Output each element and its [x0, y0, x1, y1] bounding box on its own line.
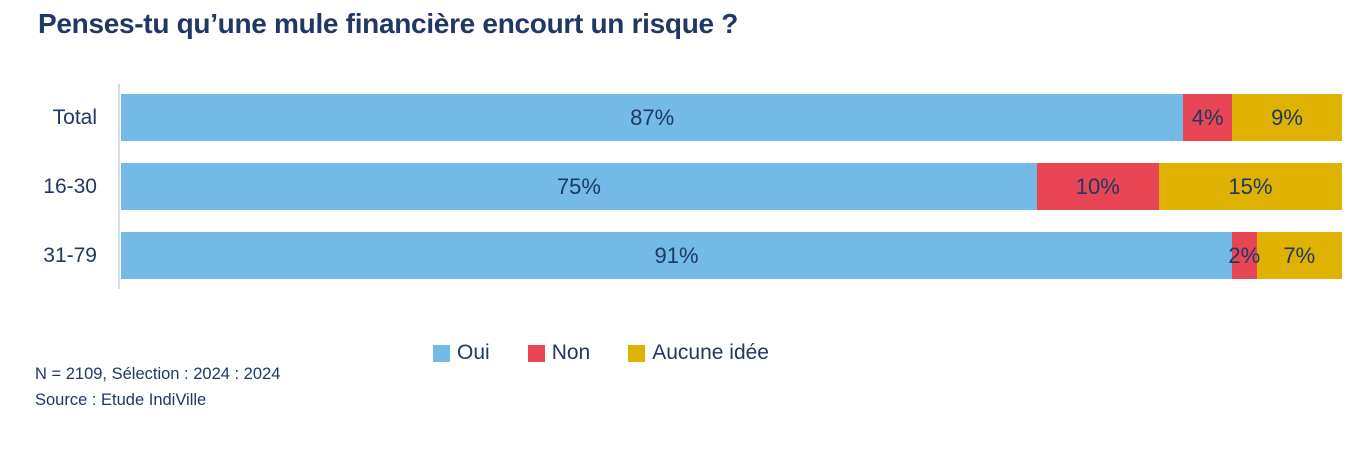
bar-segment-oui: 75% [121, 163, 1037, 210]
legend-label: Aucune idée [652, 341, 769, 364]
legend-swatch-icon [628, 344, 646, 362]
category-label: 16-30 [43, 175, 97, 198]
category-label: 31-79 [43, 244, 97, 267]
bar-rows: Total 87% 4% 9% 16-30 75% 10% 15% 31-79 91% 2% 7% [0, 94, 1342, 279]
bar-track: 91% 2% 7% [121, 232, 1342, 279]
segment-value-label: 10% [1075, 173, 1120, 199]
legend-item-oui: Oui [433, 341, 490, 365]
segment-value-label: 15% [1228, 173, 1273, 199]
footer-source-note: Source : Etude IndiVille [35, 391, 207, 409]
segment-value-label: 4% [1191, 104, 1224, 130]
segment-value-label: 7% [1283, 242, 1316, 268]
legend-item-aucune-idée: Aucune idée [628, 341, 769, 365]
bar-segment-non: 4% [1183, 94, 1233, 141]
segment-value-label: 91% [654, 242, 699, 268]
bar-segment-aucune-idée: 15% [1158, 163, 1342, 210]
segment-value-label: 2% [1228, 242, 1261, 268]
legend-label: Oui [457, 341, 490, 364]
bar-segment-oui: 91% [121, 232, 1233, 279]
footer: N = 2109, Sélection : 2024 : 2024 Source… [35, 361, 280, 413]
bar-row: Total 87% 4% 9% [0, 94, 1342, 141]
footer-sample-note: N = 2109, Sélection : 2024 : 2024 [35, 365, 281, 383]
legend-label: Non [551, 341, 591, 364]
bar-row: 16-30 75% 10% 15% [0, 163, 1342, 210]
bar-segment-non: 2% [1228, 232, 1260, 279]
segment-value-label: 87% [630, 104, 675, 130]
bar-row: 31-79 91% 2% 7% [0, 232, 1342, 279]
category-label: Total [52, 106, 97, 129]
segment-value-label: 9% [1271, 104, 1303, 130]
segment-value-label: 75% [556, 173, 601, 199]
legend-swatch-icon [527, 344, 545, 362]
bar-track: 87% 4% 9% [121, 94, 1342, 141]
chart-area: Total 87% 4% 9% 16-30 75% 10% 15% 31-79 91% 2% 7% [0, 84, 1369, 289]
bar-segment-non: 10% [1036, 163, 1159, 210]
bar-segment-oui: 87% [121, 94, 1184, 141]
legend-item-non: Non [527, 341, 591, 365]
legend-swatch-icon [433, 344, 450, 362]
bar-segment-aucune-idée: 7% [1256, 232, 1342, 279]
bar-segment-aucune-idée: 9% [1232, 94, 1342, 141]
chart-title: Penses-tu qu’une mule financière encourt… [38, 8, 739, 39]
legend: Oui Non Aucune idée [433, 341, 769, 365]
bar-track: 75% 10% 15% [121, 163, 1342, 210]
vertical-axis-line [118, 84, 120, 289]
